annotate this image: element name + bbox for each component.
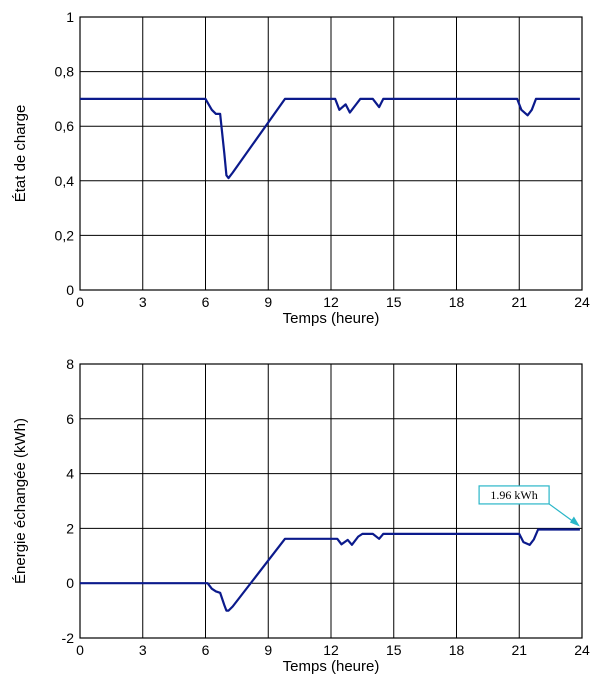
chart-2-xtick-label: 6 (202, 642, 210, 658)
chart-2-ytick-label: -2 (62, 630, 75, 646)
chart-1-series-line-1 (80, 97, 580, 180)
chart-1-ytick-label: 0,2 (55, 227, 75, 243)
chart-1-xtick-label: 18 (449, 294, 465, 310)
chart-2-annotation-box (478, 485, 550, 505)
chart-2-ytick-label: 6 (66, 411, 74, 427)
chart-2-xtick-label: 24 (574, 642, 590, 658)
chart-2-xtick-label: 12 (323, 642, 339, 658)
chart-1-ytick-label: 0,6 (55, 118, 75, 134)
chart-1-xtick-label: 15 (386, 294, 402, 310)
chart-1-xtick-label: 0 (76, 294, 84, 310)
chart-1-xtick-label: 12 (323, 294, 339, 310)
chart-1-y-axis-label: État de charge (12, 105, 29, 203)
chart-2-ytick-label: 2 (66, 520, 74, 536)
chart-2-xtick-label: 3 (139, 642, 147, 658)
chart-1-xtick-label: 6 (202, 294, 210, 310)
chart-2-annotation-arrowhead (569, 516, 580, 527)
chart-2-plot-frame (79, 363, 583, 639)
chart-2-xtick-label: 21 (511, 642, 527, 658)
chart-2-ytick-label: 8 (66, 356, 74, 372)
chart-2-y-axis-label: Énergie échangée (kWh) (12, 418, 29, 584)
chart-1-ytick-label: 0,8 (55, 64, 75, 80)
chart-1-plot-frame (79, 16, 583, 291)
chart-1-xtick-label: 21 (511, 294, 527, 310)
chart-2-xtick-label: 18 (449, 642, 465, 658)
chart-1-x-axis-label: Temps (heure) (283, 310, 380, 327)
chart-2-xtick-label: 15 (386, 642, 402, 658)
chart-2-ytick-label: 0 (66, 575, 74, 591)
chart-2-xtick-label: 9 (264, 642, 272, 658)
chart-2-x-axis-label: Temps (heure) (283, 658, 380, 675)
chart-1-xtick-label: 24 (574, 294, 590, 310)
chart-1-xtick-label: 9 (264, 294, 272, 310)
chart-2-ytick-label: 4 (66, 466, 74, 482)
chart-1-ytick-label: 0,4 (55, 173, 75, 189)
chart-1-ytick-label: 1 (66, 9, 74, 25)
chart-2-annotation-text: 1.96 kWh (490, 488, 537, 502)
chart-2-xtick-label: 0 (76, 642, 84, 658)
chart-2-series-line-1 (80, 528, 580, 612)
chart-1-ytick-label: 0 (66, 282, 74, 298)
chart-1-xtick-label: 3 (139, 294, 147, 310)
